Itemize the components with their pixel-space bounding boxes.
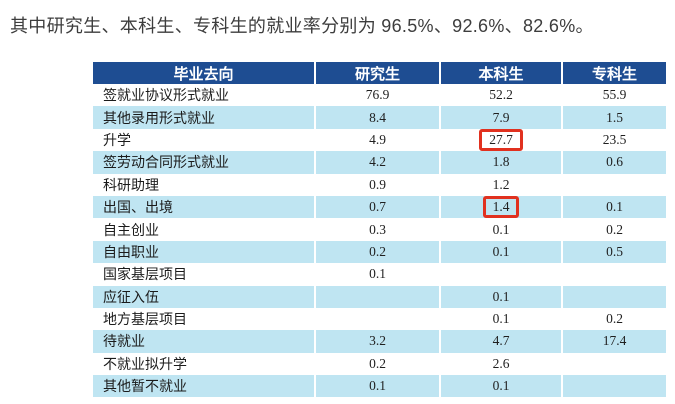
table-row: 升学 4.9 27.7 23.5 bbox=[93, 128, 666, 152]
value-junior-college bbox=[562, 285, 666, 308]
table-row: 其他录用形式就业 8.4 7.9 1.5 bbox=[93, 106, 666, 129]
value-postgraduate: 3.2 bbox=[315, 330, 441, 353]
value-undergraduate: 1.4 bbox=[440, 195, 563, 219]
value-junior-college: 0.2 bbox=[562, 218, 666, 241]
row-label: 签就业协议形式就业 bbox=[93, 84, 316, 107]
row-label: 科研助理 bbox=[93, 173, 316, 196]
value-junior-college: 1.5 bbox=[562, 106, 666, 129]
row-label: 其他暂不就业 bbox=[93, 375, 316, 398]
table-row: 自主创业 0.3 0.1 0.2 bbox=[93, 218, 666, 241]
row-label: 其他录用形式就业 bbox=[93, 106, 316, 129]
value-undergraduate: 0.1 bbox=[440, 240, 563, 264]
value-postgraduate: 8.4 bbox=[315, 106, 441, 129]
value-junior-college: 17.4 bbox=[562, 330, 666, 353]
row-label: 签劳动合同形式就业 bbox=[93, 151, 316, 174]
table-row: 签劳动合同形式就业 4.2 1.8 0.6 bbox=[93, 151, 666, 174]
row-label: 国家基层项目 bbox=[93, 263, 316, 286]
value-undergraduate bbox=[440, 263, 563, 286]
graduate-destination-table: 毕业去向 研究生 本科生 专科生 签就业协议形式就业 76.9 52.2 55.… bbox=[93, 62, 666, 398]
value-postgraduate: 0.2 bbox=[315, 240, 441, 264]
column-header-undergraduate: 本科生 bbox=[440, 62, 563, 84]
row-label: 升学 bbox=[93, 128, 316, 152]
value-postgraduate: 0.2 bbox=[315, 352, 441, 376]
value-junior-college: 23.5 bbox=[562, 128, 666, 152]
table-header-row: 毕业去向 研究生 本科生 专科生 bbox=[93, 62, 666, 84]
table-row: 地方基层项目 0.1 0.2 bbox=[93, 307, 666, 331]
value-junior-college: 55.9 bbox=[562, 84, 666, 107]
table-row: 待就业 3.2 4.7 17.4 bbox=[93, 330, 666, 353]
value-postgraduate bbox=[315, 285, 441, 308]
row-label: 应征入伍 bbox=[93, 285, 316, 308]
value-junior-college bbox=[562, 263, 666, 286]
value-undergraduate: 1.8 bbox=[440, 151, 563, 174]
value-postgraduate: 4.9 bbox=[315, 128, 441, 152]
value-undergraduate: 27.7 bbox=[440, 128, 563, 152]
value-postgraduate: 0.1 bbox=[315, 375, 441, 398]
value-postgraduate: 0.9 bbox=[315, 173, 441, 196]
value-undergraduate: 7.9 bbox=[440, 106, 563, 129]
value-junior-college: 0.1 bbox=[562, 195, 666, 219]
value-undergraduate: 1.2 bbox=[440, 173, 563, 196]
highlight-box: 27.7 bbox=[479, 128, 523, 151]
value-undergraduate: 0.1 bbox=[440, 307, 563, 331]
value-undergraduate: 0.1 bbox=[440, 218, 563, 241]
table-row: 出国、出境 0.7 1.4 0.1 bbox=[93, 195, 666, 219]
value-postgraduate: 0.3 bbox=[315, 218, 441, 241]
table-row: 应征入伍 0.1 bbox=[93, 285, 666, 308]
value-junior-college bbox=[562, 352, 666, 376]
value-postgraduate: 4.2 bbox=[315, 151, 441, 174]
column-header-destination: 毕业去向 bbox=[93, 62, 316, 84]
table-row: 科研助理 0.9 1.2 bbox=[93, 173, 666, 196]
row-label: 出国、出境 bbox=[93, 195, 316, 219]
value-undergraduate: 2.6 bbox=[440, 352, 563, 376]
value-junior-college: 0.5 bbox=[562, 240, 666, 264]
value-junior-college: 0.2 bbox=[562, 307, 666, 331]
column-header-junior-college: 专科生 bbox=[562, 62, 666, 84]
value-junior-college: 0.6 bbox=[562, 151, 666, 174]
value-junior-college bbox=[562, 375, 666, 398]
row-label: 待就业 bbox=[93, 330, 316, 353]
highlight-box: 1.4 bbox=[482, 196, 520, 219]
value-undergraduate: 0.1 bbox=[440, 285, 563, 308]
value-postgraduate: 0.1 bbox=[315, 263, 441, 286]
row-label: 地方基层项目 bbox=[93, 307, 316, 331]
value-postgraduate: 76.9 bbox=[315, 84, 441, 107]
row-label: 自主创业 bbox=[93, 218, 316, 241]
value-undergraduate: 4.7 bbox=[440, 330, 563, 353]
table-row: 自由职业 0.2 0.1 0.5 bbox=[93, 240, 666, 264]
value-undergraduate: 0.1 bbox=[440, 375, 563, 398]
value-postgraduate: 0.7 bbox=[315, 195, 441, 219]
value-junior-college bbox=[562, 173, 666, 196]
table-row: 签就业协议形式就业 76.9 52.2 55.9 bbox=[93, 84, 666, 107]
row-label: 自由职业 bbox=[93, 240, 316, 264]
table-row: 国家基层项目 0.1 bbox=[93, 263, 666, 286]
employment-rate-summary-text: 其中研究生、本科生、专科生的就业率分别为 96.5%、92.6%、82.6%。 bbox=[10, 16, 594, 36]
value-undergraduate: 52.2 bbox=[440, 84, 563, 107]
table-row: 不就业拟升学 0.2 2.6 bbox=[93, 352, 666, 376]
table-row: 其他暂不就业 0.1 0.1 bbox=[93, 375, 666, 398]
column-header-postgraduate: 研究生 bbox=[315, 62, 441, 84]
row-label: 不就业拟升学 bbox=[93, 352, 316, 376]
value-postgraduate bbox=[315, 307, 441, 331]
